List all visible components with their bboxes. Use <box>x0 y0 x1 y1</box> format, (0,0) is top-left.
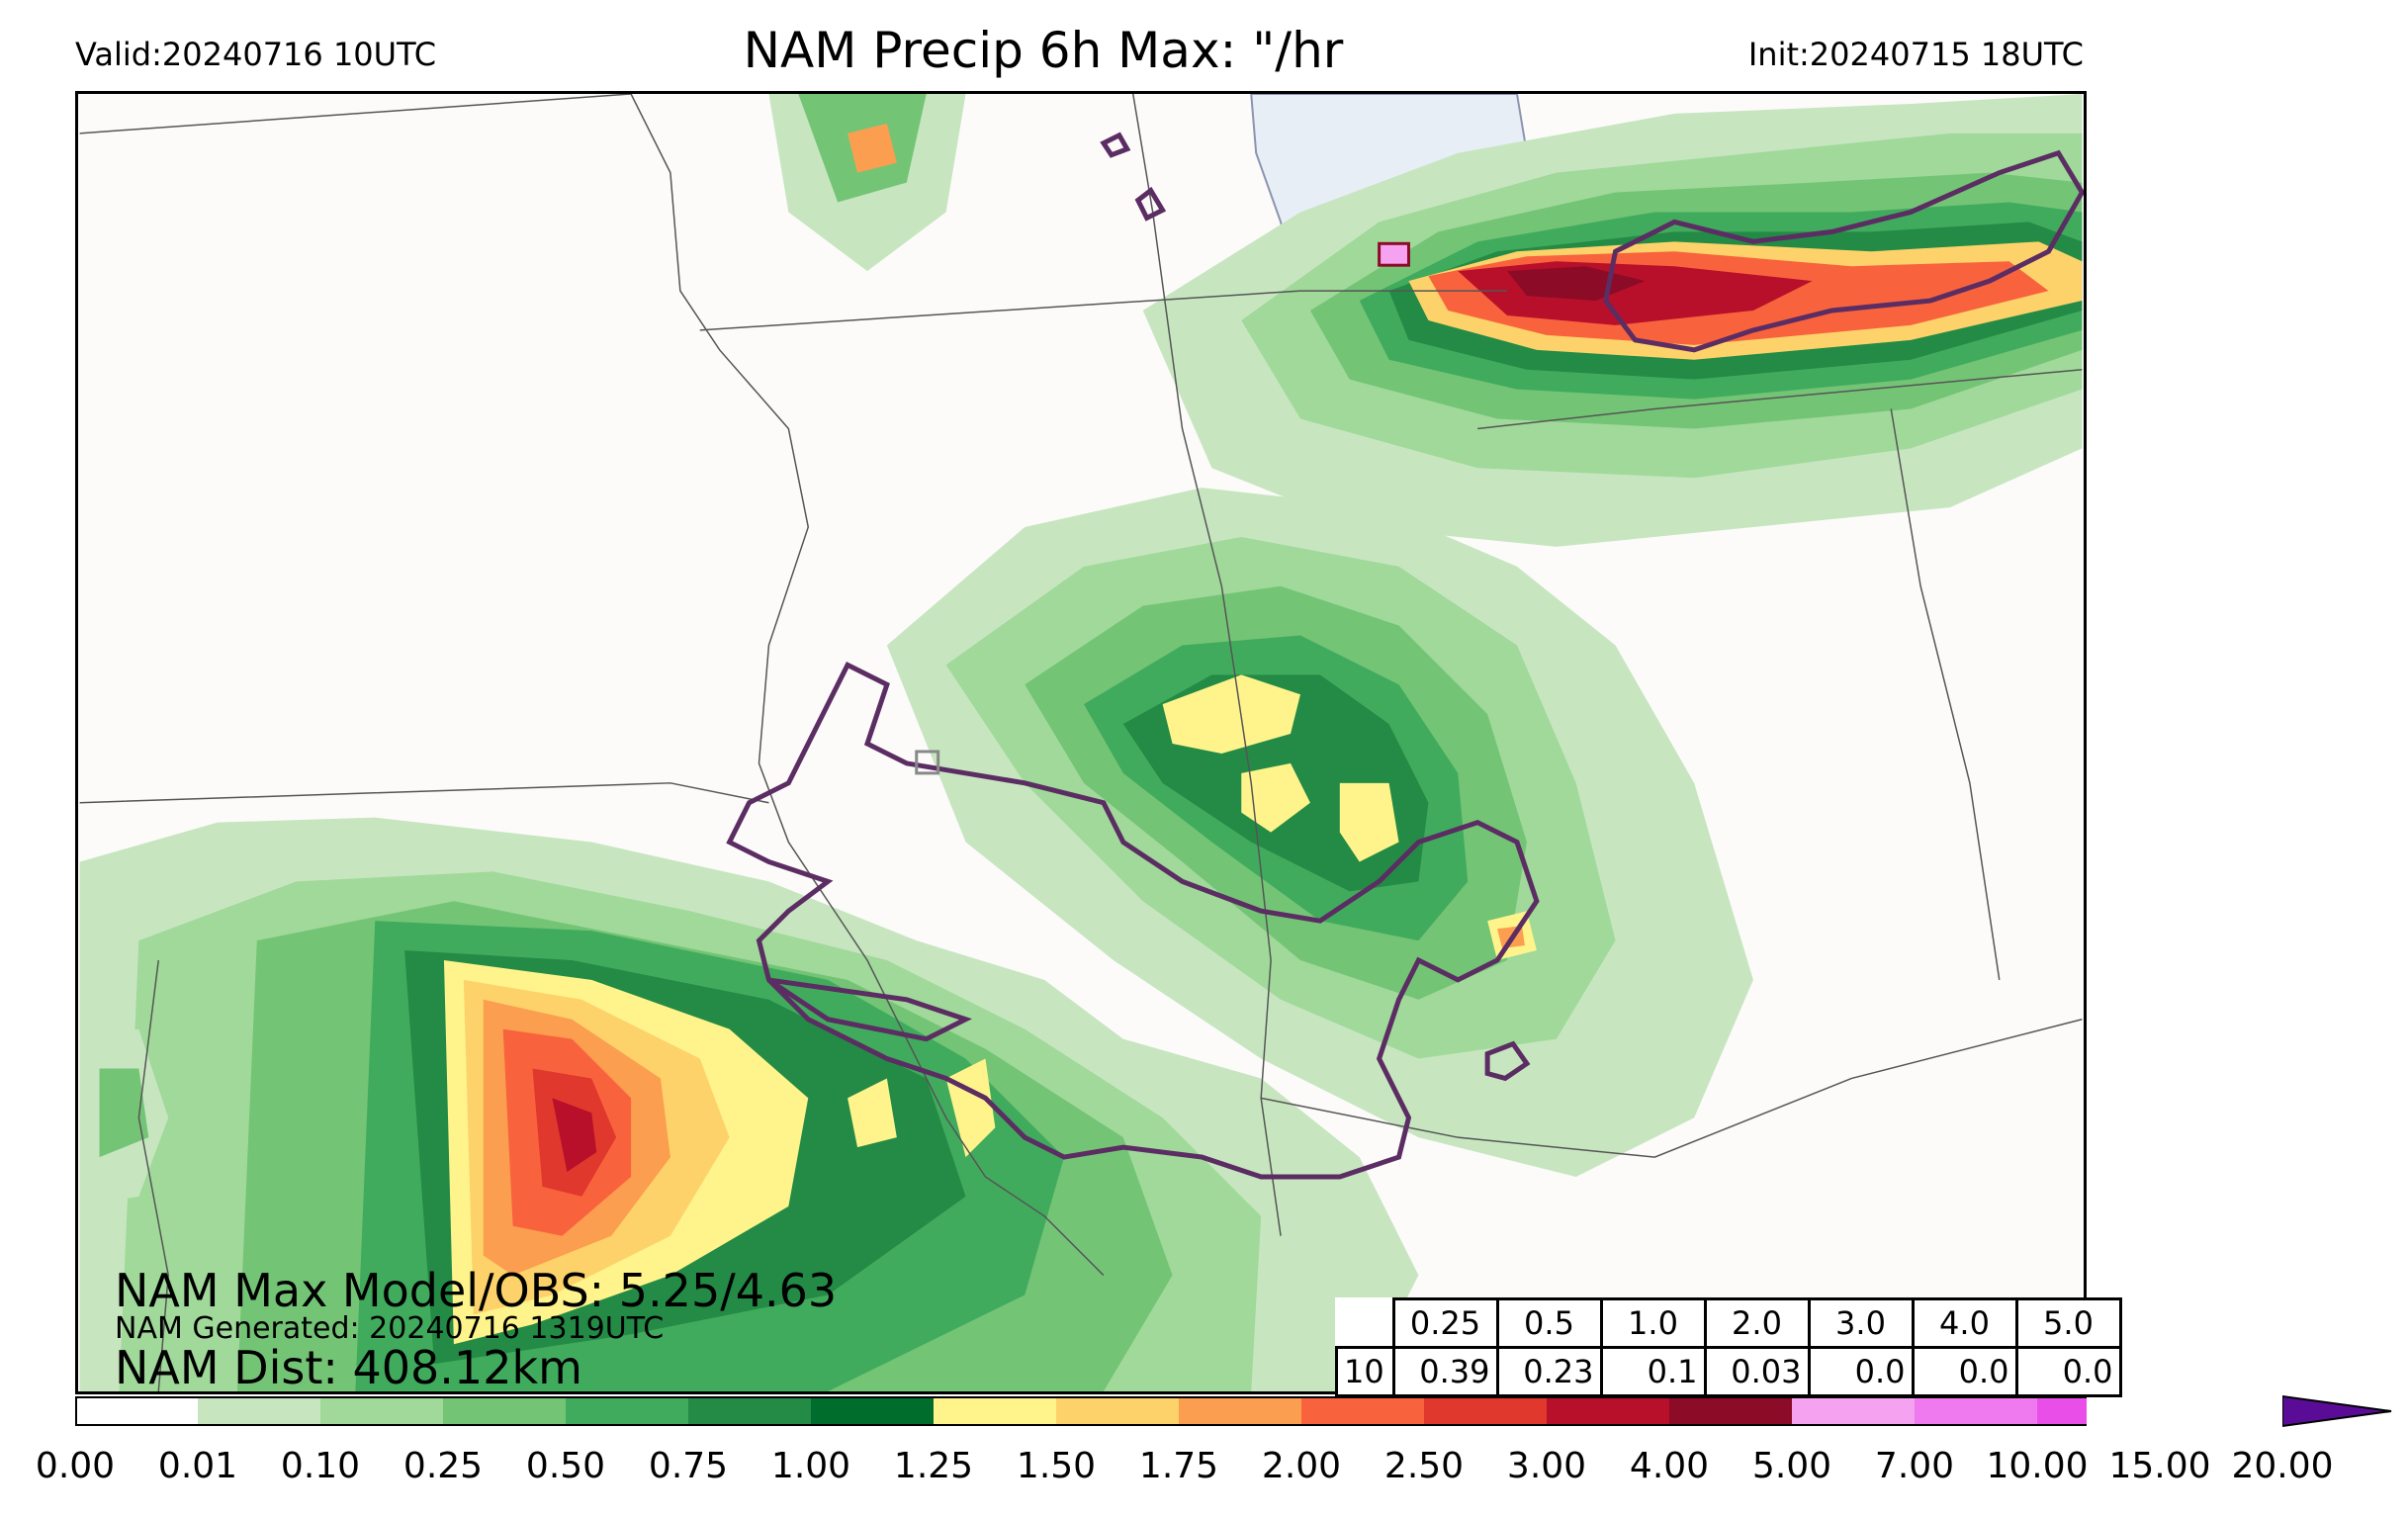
colorbar-tick-label: 3.00 <box>1506 1446 1587 1486</box>
colorbar-segment <box>2037 1396 2087 1426</box>
threshold-cell: 5.0 <box>2014 1297 2122 1349</box>
colorbar-tick-label: 0.25 <box>402 1446 484 1486</box>
colorbar-tick-label: 1.25 <box>893 1446 974 1486</box>
generated-label: NAM Generated: 20240716 1319UTC <box>115 1311 665 1346</box>
stats-table: 0.25 0.5 1.0 2.0 3.0 4.0 5.0 10 0.39 0.2… <box>1335 1297 2122 1397</box>
colorbar-segment <box>1301 1396 1424 1426</box>
colorbar-segment <box>1669 1396 1792 1426</box>
colorbar-tick-label: 0.00 <box>35 1446 116 1486</box>
init-time: Init:20240715 18UTC <box>1747 36 2084 73</box>
precip-southwest <box>79 817 1419 1391</box>
colorbar-tick-label: 2.50 <box>1383 1446 1465 1486</box>
colorbar-segment <box>1915 1396 2037 1426</box>
colorbar-arrow <box>2282 1394 2392 1428</box>
colorbar-tick-label: 1.75 <box>1138 1446 1219 1486</box>
colorbar-tick-label: 4.00 <box>1629 1446 1710 1486</box>
colorbar-tick-label: 15.00 <box>2108 1446 2211 1486</box>
threshold-cell: 1.0 <box>1599 1297 1707 1349</box>
colorbar-segment <box>1792 1396 1915 1426</box>
value-cell: 0.0 <box>1911 1346 2018 1397</box>
distance-label: NAM Dist: 408.12km <box>115 1341 582 1394</box>
obs-contour <box>726 132 2084 1180</box>
colorbar-tick-label: 5.00 <box>1751 1446 1832 1486</box>
colorbar-segment <box>443 1396 566 1426</box>
threshold-cell: 3.0 <box>1807 1297 1915 1349</box>
precip-northeast <box>768 94 2083 547</box>
colorbar-segment <box>1424 1396 1547 1426</box>
value-cell: 0.0 <box>2014 1346 2122 1397</box>
value-cell: 0.23 <box>1495 1346 1603 1397</box>
precip-map <box>75 91 2087 1394</box>
colorbar-segment <box>934 1396 1056 1426</box>
state-borders <box>79 94 2083 1391</box>
max-model-obs-label: NAM Max Model/OBS: 5.25/4.63 <box>115 1264 838 1317</box>
colorbar-tick-label: 10.00 <box>1986 1446 2089 1486</box>
stats-threshold-row: 0.25 0.5 1.0 2.0 3.0 4.0 5.0 <box>1337 1297 2122 1349</box>
colorbar-tick-label: 0.10 <box>280 1446 361 1486</box>
chart-title: NAM Precip 6h Max: "/hr <box>743 22 1344 79</box>
colorbar-segment <box>320 1396 443 1426</box>
threshold-cell: 0.25 <box>1391 1297 1499 1349</box>
colorbar-segment <box>198 1396 320 1426</box>
threshold-cell: 2.0 <box>1703 1297 1811 1349</box>
colorbar-tick-label: 0.75 <box>648 1446 729 1486</box>
colorbar-tick-label: 0.01 <box>157 1446 238 1486</box>
value-cell: 0.03 <box>1703 1346 1811 1397</box>
colorbar-tick-label: 1.50 <box>1016 1446 1097 1486</box>
colorbar <box>75 1396 2087 1426</box>
threshold-cell: 0.5 <box>1495 1297 1603 1349</box>
threshold-cell: 4.0 <box>1911 1297 2018 1349</box>
colorbar-segment <box>1547 1396 1669 1426</box>
colorbar-tick-label: 2.00 <box>1261 1446 1342 1486</box>
colorbar-segment <box>566 1396 688 1426</box>
colorbar-border <box>75 1396 2087 1426</box>
colorbar-tick-label: 20.00 <box>2231 1446 2334 1486</box>
colorbar-segment <box>688 1396 811 1426</box>
colorbar-segment <box>75 1396 198 1426</box>
map-canvas <box>79 94 2084 1391</box>
precip-central <box>886 488 1753 1177</box>
colorbar-segment <box>1056 1396 1179 1426</box>
colorbar-segment <box>811 1396 934 1426</box>
stats-value-row: 10 0.39 0.23 0.1 0.03 0.0 0.0 0.0 <box>1335 1346 2122 1397</box>
station-marker <box>915 750 940 775</box>
value-cell: 0.1 <box>1599 1346 1707 1397</box>
row-label-cell: 10 <box>1335 1346 1395 1397</box>
value-cell: 0.39 <box>1391 1346 1499 1397</box>
valid-time: Valid:20240716 10UTC <box>75 36 437 73</box>
colorbar-segment <box>1179 1396 1301 1426</box>
value-cell: 0.0 <box>1807 1346 1915 1397</box>
colorbar-tick-label: 1.00 <box>770 1446 851 1486</box>
colorbar-tick-label: 7.00 <box>1874 1446 1955 1486</box>
colorbar-tick-label: 0.50 <box>525 1446 606 1486</box>
